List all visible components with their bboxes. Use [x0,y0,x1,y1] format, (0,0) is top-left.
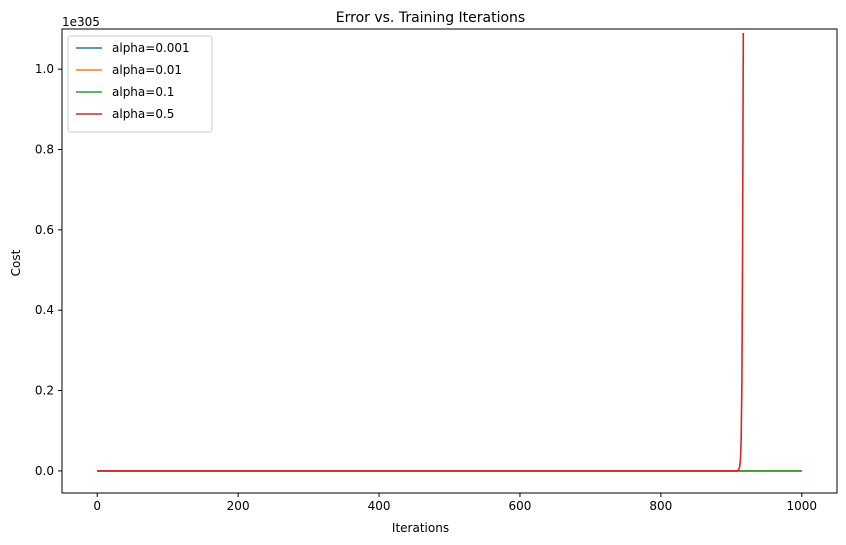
legend: alpha=0.001 alpha=0.01 alpha=0.1 alpha=0.5 [67,35,213,133]
x-axis-ticks: 0 200 400 600 800 1000 [93,493,817,513]
y-tick-label: 0.4 [35,303,54,317]
y-tick-label: 0.2 [35,384,54,398]
legend-box [67,35,213,133]
legend-label: alpha=0.01 [112,63,182,77]
plot-frame [61,28,838,494]
y-offset-label: 1e305 [62,15,100,29]
legend-label: alpha=0.001 [112,41,190,55]
series-line-alpha-0-5 [97,33,745,472]
x-tick-label: 800 [649,499,672,513]
legend-label: alpha=0.5 [112,107,174,121]
x-tick-label: 400 [368,499,391,513]
y-tick-label: 0.8 [35,143,54,157]
x-axis-label: Iterations [392,521,449,535]
y-axis-label: Cost [9,249,23,276]
legend-label: alpha=0.1 [112,85,174,99]
y-tick-label: 0.6 [35,223,54,237]
x-tick-label: 200 [227,499,250,513]
x-tick-label: 0 [93,499,101,513]
chart-title: Error vs. Training Iterations [336,10,525,26]
y-tick-label: 1.0 [35,62,54,76]
x-tick-label: 600 [509,499,532,513]
y-axis-ticks: 0.0 0.2 0.4 0.6 0.8 1.0 [35,62,62,478]
plot-lines [97,33,802,472]
y-tick-label: 0.0 [35,464,54,478]
x-tick-label: 1000 [786,499,817,513]
